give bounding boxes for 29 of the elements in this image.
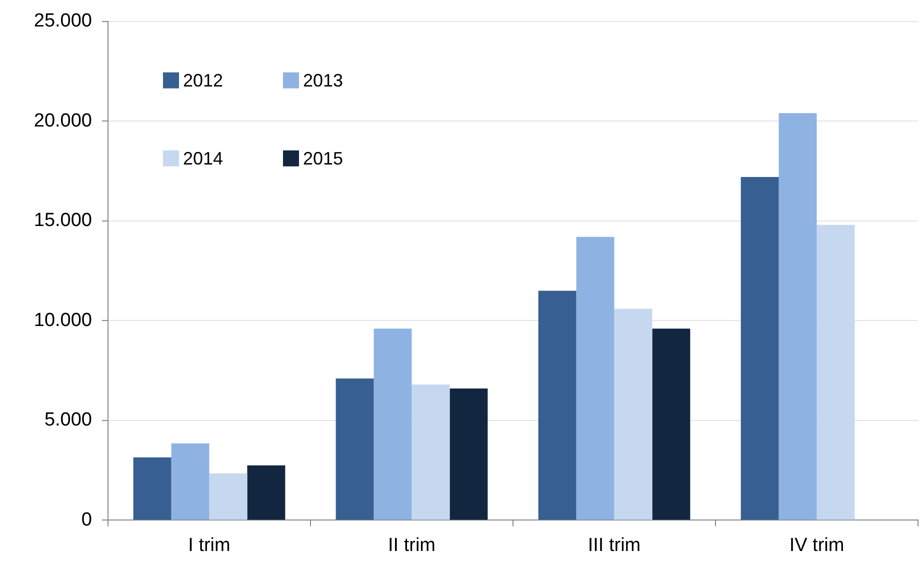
- bar: [538, 290, 576, 520]
- bar: [652, 328, 690, 520]
- y-tick-label: 0: [81, 509, 92, 530]
- y-tick-label: 25.000: [34, 10, 92, 32]
- bar: [450, 388, 488, 520]
- bar: [576, 236, 614, 520]
- bar: [412, 384, 450, 520]
- y-tick-label: 15.000: [34, 210, 92, 232]
- x-tick-label: II trim: [388, 534, 436, 556]
- x-tick-label: I trim: [188, 534, 230, 556]
- legend-label: 2014: [183, 148, 224, 168]
- bar: [171, 443, 210, 520]
- y-tick-label: 20.000: [34, 110, 92, 132]
- bar: [336, 378, 374, 520]
- legend-label: 2013: [303, 70, 344, 90]
- bar: [740, 177, 779, 520]
- bar: [374, 328, 412, 520]
- y-tick-label: 10.000: [34, 310, 92, 331]
- bar: [209, 473, 248, 520]
- bar: [614, 308, 652, 520]
- bar: [816, 224, 855, 520]
- bar: [778, 113, 817, 520]
- bar: [247, 465, 286, 520]
- legend-label: 2015: [303, 148, 344, 168]
- y-tick-label: 5.000: [44, 410, 92, 431]
- x-tick-label: IV trim: [789, 534, 844, 556]
- x-tick-label: III trim: [588, 534, 641, 556]
- legend-label: 2012: [183, 70, 224, 90]
- bar: [133, 457, 172, 520]
